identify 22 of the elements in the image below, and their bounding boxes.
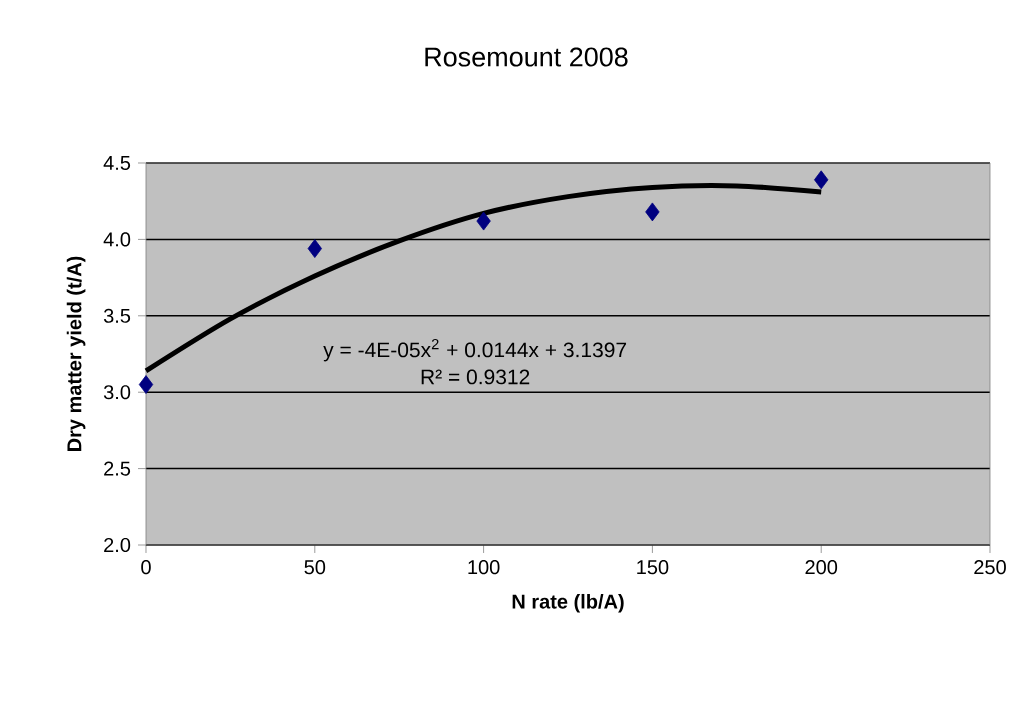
x-tick-label: 0 (141, 560, 151, 575)
x-tick-label: 150 (637, 560, 669, 575)
x-axis-title: N rate (lb/A) (512, 593, 624, 613)
x-tick-label: 250 (974, 560, 1006, 575)
point (814, 170, 829, 190)
annotation: y = -4E-05x$^{2}$ + 0.0144x + 3.1397 (323, 338, 627, 362)
y-tick-label: 4.0 (103, 232, 131, 247)
y-tick-label: 2.5 (104, 461, 131, 476)
annotation: R² = 0.9312 (421, 369, 530, 385)
x-tick-label: 100 (468, 560, 500, 575)
x-tick-label: 50 (304, 560, 326, 575)
y-tick-label: 4.5 (103, 156, 131, 170)
y-tick-label: 2.0 (104, 537, 131, 553)
point (138, 375, 154, 394)
y-axis-title: Dry matter yield (t/A) (66, 256, 86, 452)
point (476, 211, 491, 231)
x-tick-label: 200 (805, 560, 838, 575)
point (307, 239, 322, 258)
y-tick-label: 3.0 (103, 385, 131, 400)
y-tick-label: 3.5 (103, 308, 131, 323)
chart-title: Rosemount 2008 (425, 47, 628, 67)
point (645, 202, 660, 222)
